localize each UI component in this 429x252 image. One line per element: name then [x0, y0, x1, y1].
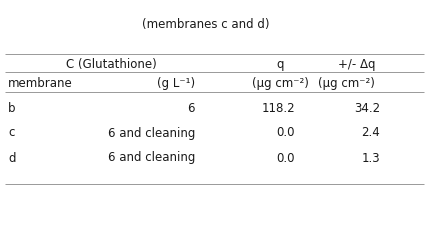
Text: (membranes c and d): (membranes c and d) — [142, 18, 270, 31]
Text: 0.0: 0.0 — [277, 126, 295, 139]
Text: 2.4: 2.4 — [361, 126, 380, 139]
Text: +/- Δq: +/- Δq — [338, 57, 375, 70]
Text: 6 and cleaning: 6 and cleaning — [108, 151, 195, 164]
Text: d: d — [8, 151, 15, 164]
Text: C (Glutathione): C (Glutathione) — [66, 57, 157, 70]
Text: (g L⁻¹): (g L⁻¹) — [157, 76, 195, 89]
Text: (µg cm⁻²): (µg cm⁻²) — [318, 76, 375, 89]
Text: 34.2: 34.2 — [354, 101, 380, 114]
Text: (µg cm⁻²): (µg cm⁻²) — [251, 76, 308, 89]
Text: 0.0: 0.0 — [277, 151, 295, 164]
Text: 6 and cleaning: 6 and cleaning — [108, 126, 195, 139]
Text: 1.3: 1.3 — [361, 151, 380, 164]
Text: b: b — [8, 101, 15, 114]
Text: c: c — [8, 126, 15, 139]
Text: 6: 6 — [187, 101, 195, 114]
Text: membrane: membrane — [8, 76, 73, 89]
Text: q: q — [276, 57, 284, 70]
Text: 118.2: 118.2 — [261, 101, 295, 114]
